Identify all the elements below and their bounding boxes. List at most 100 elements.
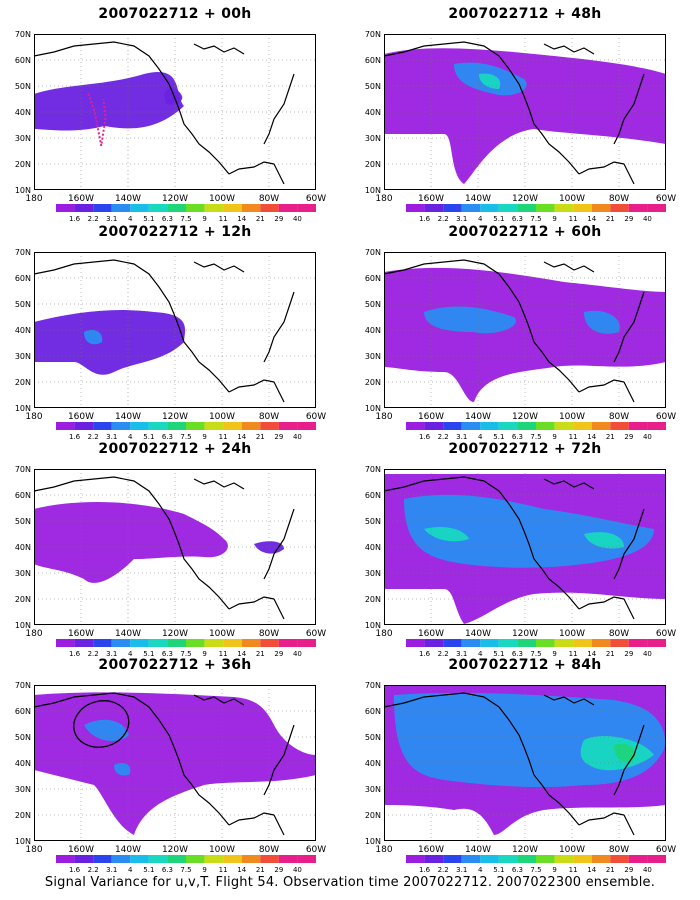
colorbar-swatch <box>297 204 316 212</box>
colorbar-swatch <box>93 639 112 647</box>
coastline <box>273 381 285 403</box>
colorbar-label: 14 <box>587 433 596 441</box>
colorbar-label: 2.2 <box>438 650 449 658</box>
colorbar-label: 7.5 <box>180 433 191 441</box>
colorbar-swatch <box>536 422 555 430</box>
map-plot: 180 160W 140W 120W 100W 80W 60W 10N 20N 30N 40N 50N… <box>15 465 326 639</box>
colorbar-label: 6.3 <box>162 215 173 223</box>
colorbar-swatch <box>591 639 611 647</box>
x-tick-label: 80W <box>259 629 279 639</box>
colorbar-label: 9 <box>202 215 206 223</box>
x-tick-label: 140W <box>115 412 141 422</box>
colorbar-swatch <box>223 204 242 212</box>
colorbar-label: 5.1 <box>143 433 154 441</box>
x-tick-label: 180 <box>25 845 42 855</box>
colorbar-label: 2.2 <box>88 650 99 658</box>
colorbar-swatch <box>480 204 499 212</box>
y-tick-label: 60N <box>15 707 31 716</box>
coastline <box>263 73 295 145</box>
colorbar-label: 21 <box>256 866 265 874</box>
colorbar-swatch <box>56 422 75 430</box>
colorbar: 1.6 2.2 3.1 4 5.1 6.3 7.5 9 11 14 21 29 40 <box>406 639 666 658</box>
colorbar-swatch <box>424 639 444 647</box>
y-tick-label: 10N <box>15 404 31 413</box>
panel-12h: 2007022712 + 12h 180 160W 140W 120W 100W 80W 6… <box>0 222 350 441</box>
coastline <box>383 692 580 826</box>
variance-region <box>614 743 636 762</box>
coastline <box>613 291 645 363</box>
y-tick-label: 20N <box>15 811 31 820</box>
y-tick-label: 40N <box>15 759 31 768</box>
y-tick-label: 20N <box>365 378 381 387</box>
colorbar-swatch <box>74 855 94 863</box>
x-tick-label: 180 <box>375 845 392 855</box>
colorbar: 1.6 2.2 3.1 4 5.1 6.3 7.5 9 11 14 21 29 40 <box>56 204 316 223</box>
colorbar-label: 6.3 <box>512 866 523 874</box>
colorbar-swatch <box>610 422 629 430</box>
colorbar-swatch <box>628 422 648 430</box>
variance-region <box>479 73 501 89</box>
colorbar-swatch <box>591 855 611 863</box>
colorbar-swatch <box>278 855 298 863</box>
colorbar-label: 1.6 <box>69 866 81 874</box>
colorbar-label: 9 <box>552 433 556 441</box>
colorbar-label: 40 <box>643 866 652 874</box>
colorbar-swatch <box>111 639 131 647</box>
colorbar-swatch <box>260 204 279 212</box>
colorbar-swatch <box>241 204 261 212</box>
colorbar-label: 40 <box>293 215 302 223</box>
x-tick-label: 80W <box>259 194 279 204</box>
y-tick-label: 50N <box>15 733 31 742</box>
coastline <box>543 43 595 55</box>
x-tick-label: 80W <box>609 845 629 855</box>
panel-title: 2007022712 + 00h <box>98 6 252 22</box>
colorbar-swatch <box>461 422 481 430</box>
colorbar-label: 1.6 <box>419 650 431 658</box>
colorbar-label: 3.1 <box>456 866 467 874</box>
x-tick-label: 80W <box>609 412 629 422</box>
coastline <box>33 476 230 610</box>
x-tick-label: 160W <box>68 629 94 639</box>
colorbar-label: 1.6 <box>419 215 431 223</box>
y-tick-label: 20N <box>15 160 31 169</box>
colorbar-label: 29 <box>274 433 283 441</box>
map-plot: 180 160W 140W 120W 100W 80W 60W 10N 20N 30N 40N 50N… <box>15 248 326 422</box>
coastline <box>623 814 635 836</box>
colorbar-label: 11 <box>219 433 228 441</box>
colorbar-swatch <box>111 204 131 212</box>
x-tick-label: 100W <box>559 629 585 639</box>
colorbar-label: 7.5 <box>180 866 191 874</box>
y-tick-label: 60N <box>15 491 31 500</box>
flight-track <box>87 93 107 146</box>
y-tick-label: 60N <box>365 56 381 65</box>
colorbar-label: 40 <box>293 650 302 658</box>
x-tick-label: 140W <box>115 845 141 855</box>
colorbar-label: 29 <box>624 650 633 658</box>
x-tick-label: 140W <box>465 845 491 855</box>
x-tick-label: 160W <box>68 412 94 422</box>
coastline <box>228 379 275 393</box>
colorbar-label: 14 <box>587 650 596 658</box>
colorbar-swatch <box>573 204 592 212</box>
coastline <box>193 694 245 706</box>
map-plot: 180 160W 140W 120W 100W 80W 60W 10N 20N 30N 40N 50N… <box>365 30 676 204</box>
colorbar-swatch <box>517 855 536 863</box>
colorbar-swatch <box>443 204 462 212</box>
colorbar-swatch <box>167 422 186 430</box>
x-tick-label: 60W <box>306 629 326 639</box>
colorbar-swatch <box>111 422 131 430</box>
x-tick-label: 140W <box>465 412 491 422</box>
colorbar-swatch <box>278 204 298 212</box>
colorbar-swatch <box>517 204 536 212</box>
colorbar-swatch <box>297 639 316 647</box>
colorbar-swatch <box>130 639 149 647</box>
coastline <box>228 161 275 175</box>
y-tick-label: 30N <box>15 569 31 578</box>
colorbar-swatch <box>461 639 481 647</box>
y-tick-label: 40N <box>15 543 31 552</box>
coastline <box>273 814 285 836</box>
colorbar-label: 11 <box>569 215 578 223</box>
colorbar-label: 7.5 <box>530 650 541 658</box>
y-tick-label: 70N <box>365 681 381 690</box>
colorbar: 1.6 2.2 3.1 4 5.1 6.3 7.5 9 11 14 21 29 40 <box>406 855 666 874</box>
